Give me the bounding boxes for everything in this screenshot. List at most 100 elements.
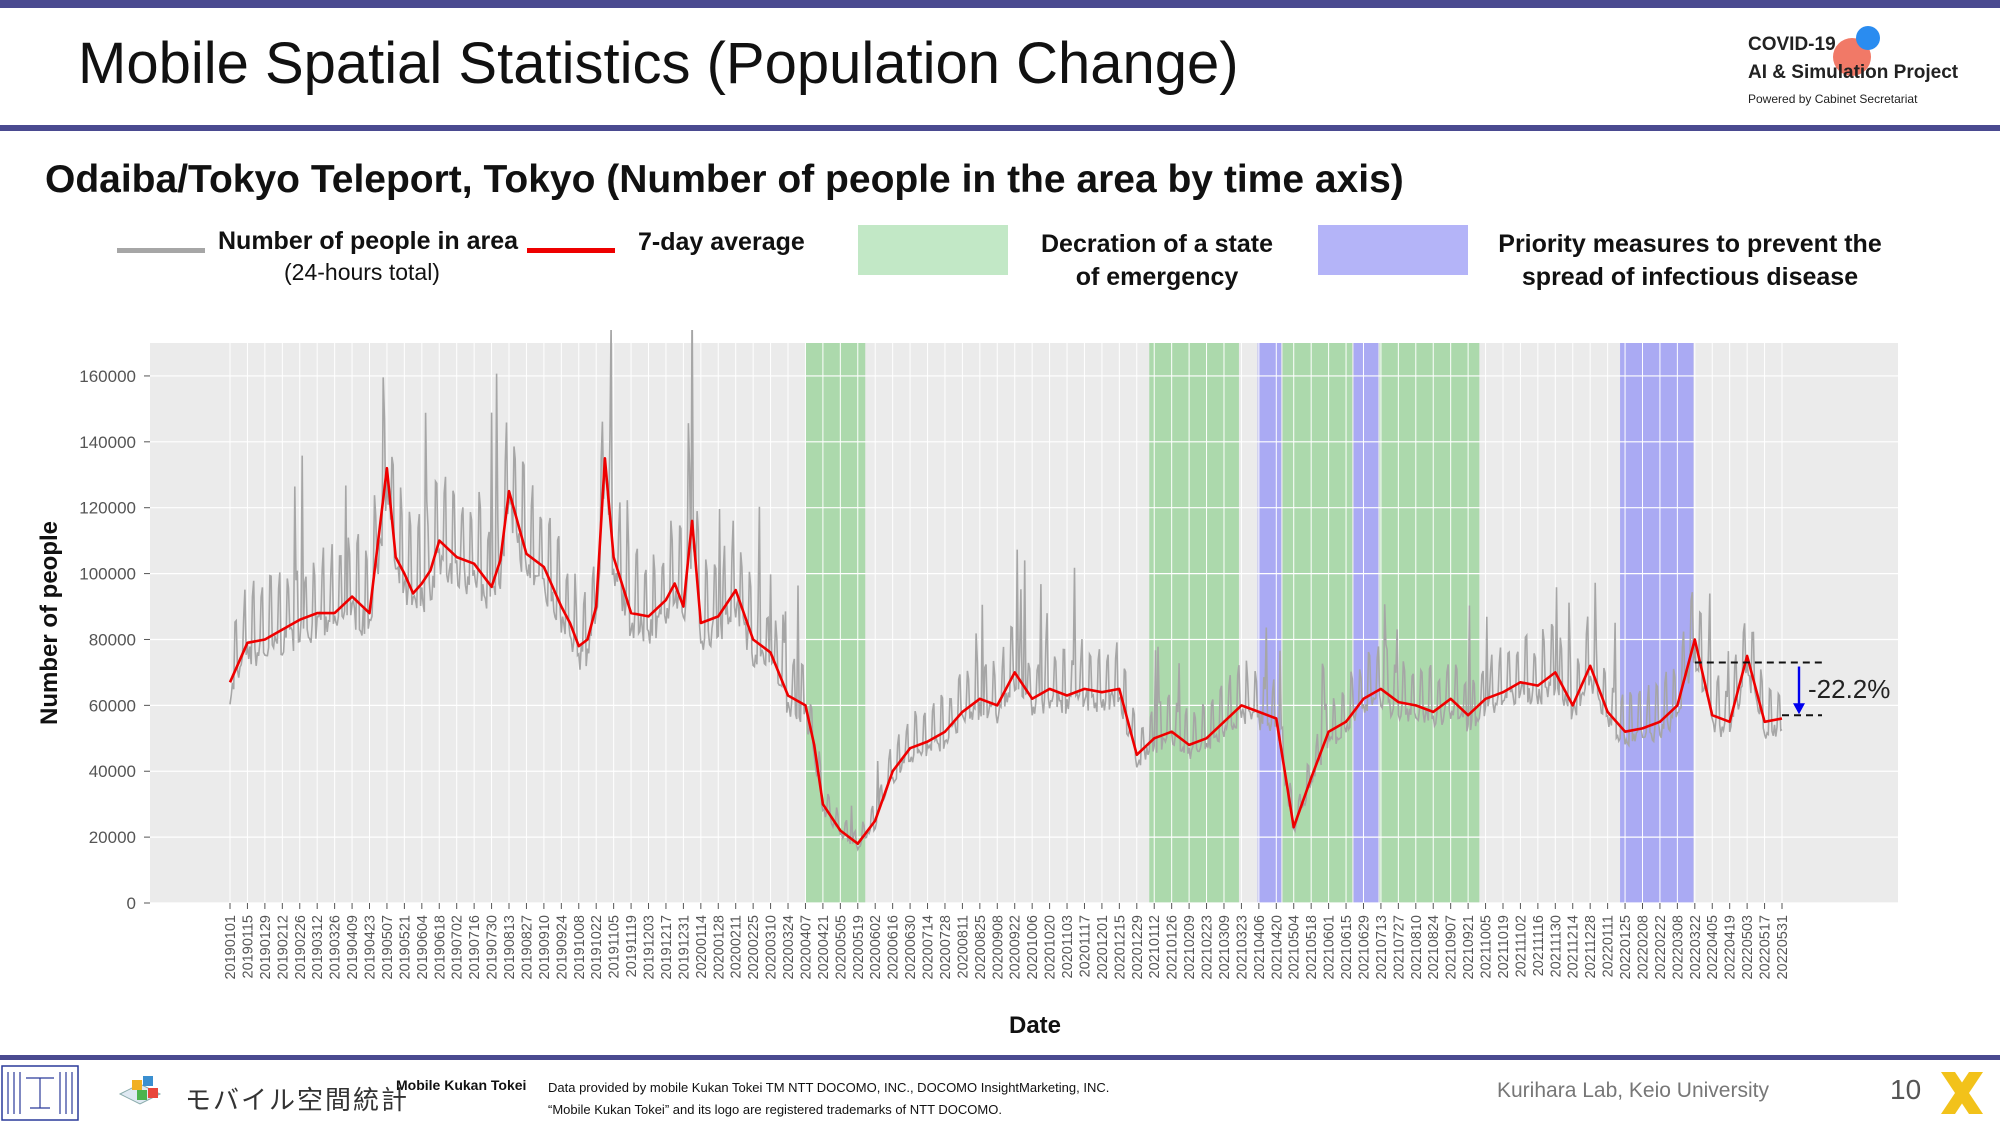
x-tick-label-77: 20211214 [1566, 915, 1582, 978]
logo-line-1: COVID-19 [1748, 34, 1836, 55]
x-tick-label-31: 20200310 [764, 915, 780, 980]
x-tick-label-12: 20190618 [432, 915, 448, 980]
x-tick-label-15: 20190730 [485, 915, 501, 980]
legend-raw-sublabel: (24-hours total) [284, 259, 440, 285]
y-tick-label-7: 140000 [79, 433, 136, 452]
x-tick-label-47: 20201020 [1043, 915, 1059, 980]
x-tick-label-9: 20190507 [380, 915, 396, 980]
annotation-arrow-head [1793, 703, 1805, 715]
x-tick-label-48: 20201103 [1060, 915, 1076, 978]
x-tick-label-7: 20190409 [345, 915, 361, 980]
x-tick-label-33: 20200407 [798, 915, 814, 980]
x-tick-label-41: 20200728 [938, 915, 954, 980]
x-tick-label-63: 20210601 [1322, 915, 1338, 980]
page-number: 10 [1890, 1074, 1922, 1105]
x-tick-label-29: 20200211 [729, 915, 745, 978]
x-tick-label-16: 20190813 [502, 915, 518, 980]
x-tick-label-5: 20190312 [310, 915, 326, 980]
data-credit: Data provided by mobile Kukan Tokei TM N… [548, 1077, 1109, 1121]
x-tick-label-83: 20220308 [1670, 915, 1686, 980]
x-tick-label-6: 20190326 [328, 915, 344, 980]
legend-pm-label-line2: spread of infectious disease [1521, 263, 1859, 291]
x-tick-label-80: 20220125 [1618, 915, 1634, 980]
x-tick-label-60: 20210420 [1269, 915, 1285, 980]
lab-name: Kurihara Lab, Keio University [1497, 1079, 1769, 1102]
x-tick-label-54: 20210126 [1165, 915, 1181, 980]
x-logo-icon [1941, 1072, 1983, 1114]
x-tick-label-49: 20201117 [1077, 915, 1093, 977]
logo-line-2: AI & Simulation Project [1748, 62, 1959, 83]
x-tick-label-19: 20190924 [554, 915, 570, 980]
legend-avg-label: 7-day average [638, 228, 805, 256]
x-tick-label-61: 20210504 [1287, 915, 1303, 980]
y-tick-label-0: 0 [127, 894, 136, 913]
x-tick-label-30: 20200225 [746, 915, 762, 980]
x-tick-label-38: 20200616 [886, 915, 902, 980]
y-tick-label-5: 100000 [79, 565, 136, 584]
chart-subtitle: Odaiba/Tokyo Teleport, Tokyo (Number of … [45, 158, 1404, 201]
population-chart: -22.2% 0 20000 40000 60000 80000 100000 120000 1… [36, 330, 1898, 1039]
y-tick-label-6: 120000 [79, 499, 136, 518]
state-of-emergency-band-2 [1149, 343, 1239, 903]
x-tick-label-28: 20200128 [711, 915, 727, 980]
x-tick-label-58: 20210323 [1234, 915, 1250, 980]
state-of-emergency-band-6 [1379, 343, 1480, 903]
page-title: Mobile Spatial Statistics (Population Ch… [78, 31, 1239, 96]
credit-line-2: “Mobile Kukan Tokei” and its logo are re… [548, 1102, 1002, 1117]
legend-avg-swatch [527, 248, 615, 253]
logo-blue-circle [1856, 26, 1880, 50]
footer-bar [0, 1055, 2000, 1060]
x-tick-label-43: 20200825 [973, 915, 989, 980]
x-tick-label-76: 20211130 [1548, 915, 1564, 977]
x-tick-label-57: 20210309 [1217, 915, 1233, 980]
legend-pm-swatch [1318, 225, 1468, 275]
x-tick-label-45: 20200922 [1008, 915, 1024, 980]
x-tick-label-46: 20201006 [1025, 915, 1041, 980]
y-tick-label-4: 80000 [89, 630, 136, 649]
x-tick-label-69: 20210824 [1426, 915, 1442, 980]
x-tick-label-40: 20200714 [921, 915, 937, 980]
legend-soe-swatch [858, 225, 1008, 275]
x-tick-label-89: 20220531 [1775, 915, 1791, 980]
product-name: Mobile Kukan Tokei [396, 1077, 527, 1093]
x-tick-label-35: 20200505 [833, 915, 849, 980]
legend-soe-label-line1: Decration of a state [1040, 230, 1273, 258]
title-underline [0, 125, 2000, 131]
x-tick-label-3: 20190212 [275, 915, 291, 980]
x-tick-label-62: 20210518 [1304, 915, 1320, 980]
x-tick-label-55: 20210209 [1182, 915, 1198, 980]
x-tick-label-17: 20190827 [519, 915, 535, 980]
x-tick-label-34: 20200421 [816, 915, 832, 980]
x-tick-label-88: 20220517 [1758, 915, 1774, 980]
x-tick-label-18: 20190910 [537, 915, 553, 980]
x-tick-label-74: 20211102 [1513, 915, 1529, 977]
x-tick-label-37: 20200602 [868, 915, 884, 980]
x-tick-label-24: 20191203 [642, 915, 658, 980]
x-tick-label-25: 20191217 [659, 915, 675, 980]
annotation-label: -22.2% [1808, 674, 1890, 704]
keio-lab-logo [1, 1065, 79, 1121]
x-tick-label-11: 20190604 [415, 915, 431, 980]
x-tick-label-39: 20200630 [903, 915, 919, 980]
priority-measures-band-7 [1620, 343, 1694, 903]
priority-measures-band-5 [1353, 343, 1379, 903]
x-tick-label-23: 20191119 [624, 915, 640, 977]
x-tick-label-51: 20201215 [1112, 915, 1128, 980]
x-tick-label-68: 20210810 [1409, 915, 1425, 980]
x-tick-label-86: 20220419 [1723, 915, 1739, 980]
logo-line-3: Powered by Cabinet Secretariat [1748, 92, 1918, 106]
x-tick-label-66: 20210713 [1374, 915, 1390, 980]
x-tick-label-36: 20200519 [851, 915, 867, 980]
x-tick-label-79: 20220111 [1601, 915, 1617, 977]
y-tick-label-2: 40000 [89, 762, 136, 781]
y-axis-title: Number of people [36, 521, 63, 725]
y-tick-label-8: 160000 [79, 367, 136, 386]
legend-soe-label: Decration of a state of emergency [1022, 228, 1292, 294]
top-accent-bar [0, 0, 2000, 8]
x-tick-label-65: 20210629 [1356, 915, 1372, 980]
x-tick-label-1: 20190115 [240, 915, 256, 978]
x-tick-label-26: 20191231 [676, 915, 692, 980]
x-tick-label-21: 20191022 [589, 915, 605, 980]
x-tick-label-56: 20210223 [1200, 915, 1216, 980]
x-tick-label-13: 20190702 [450, 915, 466, 980]
